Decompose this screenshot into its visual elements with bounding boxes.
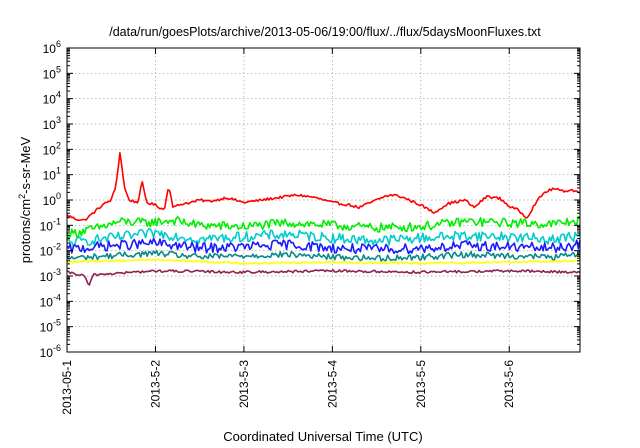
series-line <box>66 227 581 248</box>
y-tick-label: 10-1 <box>40 216 61 233</box>
x-tick-label: 2013-5-6 <box>502 360 516 408</box>
y-tick-label-exp: 5 <box>56 64 61 74</box>
series-line <box>66 258 581 266</box>
y-tick-label-base: 10 <box>43 67 57 81</box>
y-tick-label-exp: 2 <box>56 140 61 150</box>
y-axis-title-base: protons/cm <box>18 199 33 263</box>
y-tick-label-base: 10 <box>43 118 57 132</box>
chart-title: /data/run/goesPlots/archive/2013-05-06/1… <box>109 25 541 39</box>
tick-layer <box>66 47 580 353</box>
y-tick-label-exp: 3 <box>56 115 61 125</box>
y-tick-label-exp: 0 <box>56 191 61 201</box>
y-tick-label-exp: -5 <box>53 318 61 328</box>
y-tick-label: 10-6 <box>40 343 61 360</box>
y-tick-label: 10-4 <box>40 292 61 309</box>
y-tick-label: 10-3 <box>40 267 61 284</box>
y-tick-label: 106 <box>43 39 61 56</box>
y-tick-label-base: 10 <box>40 245 54 259</box>
y-axis-title-rest: -s-sr-MeV <box>18 136 33 193</box>
y-tick-labels: 10610510410310210110010-110-210-310-410-… <box>40 39 61 360</box>
y-tick-label-base: 10 <box>40 219 54 233</box>
y-tick-label: 10-5 <box>40 318 61 335</box>
y-tick-label-exp: 4 <box>56 90 61 100</box>
y-tick-label: 103 <box>43 115 61 132</box>
y-tick-label: 10-2 <box>40 242 61 259</box>
y-tick-label-exp: -6 <box>53 343 61 353</box>
series-line <box>66 215 581 240</box>
y-tick-label-base: 10 <box>43 169 57 183</box>
x-tick-label: 2013-5-4 <box>325 360 339 408</box>
x-tick-label: 2013-5-3 <box>237 360 251 408</box>
y-tick-label-exp: -1 <box>53 216 61 226</box>
x-tick-labels: 2013-05-1 2013-5-2 2013-5-3 2013-5-4 2013-5-… <box>60 360 516 415</box>
y-tick-label: 101 <box>43 166 61 183</box>
y-tick-label-exp: 6 <box>56 39 61 49</box>
series-layer <box>66 152 581 286</box>
y-axis-title-sup: 2 <box>17 194 27 199</box>
y-tick-label: 100 <box>43 191 61 208</box>
series-line <box>66 269 581 286</box>
y-tick-label-base: 10 <box>40 346 54 360</box>
x-axis-title: Coordinated Universal Time (UTC) <box>223 429 422 444</box>
y-tick-label-base: 10 <box>40 321 54 335</box>
y-tick-label-exp: -3 <box>53 267 61 277</box>
y-tick-label-base: 10 <box>40 295 54 309</box>
series-line <box>66 152 580 221</box>
y-tick-label-base: 10 <box>40 270 54 284</box>
y-tick-label-exp: -4 <box>53 292 61 302</box>
y-axis-title: protons/cm2-s-sr-MeV <box>17 136 33 263</box>
y-tick-label-exp: -2 <box>53 242 61 252</box>
y-tick-label-exp: 1 <box>56 166 61 176</box>
series-line <box>66 237 581 255</box>
y-tick-label: 104 <box>43 90 61 107</box>
x-tick-label: 2013-5-5 <box>414 360 428 408</box>
y-tick-label-base: 10 <box>43 194 57 208</box>
series-line <box>66 249 581 262</box>
x-tick-label: 2013-5-2 <box>148 360 162 408</box>
y-tick-label: 105 <box>43 64 61 81</box>
x-tick-label: 2013-05-1 <box>60 360 74 415</box>
y-tick-label: 102 <box>43 140 61 157</box>
y-tick-label-base: 10 <box>43 93 57 107</box>
y-tick-label-base: 10 <box>43 42 57 56</box>
y-tick-label-base: 10 <box>43 143 57 157</box>
